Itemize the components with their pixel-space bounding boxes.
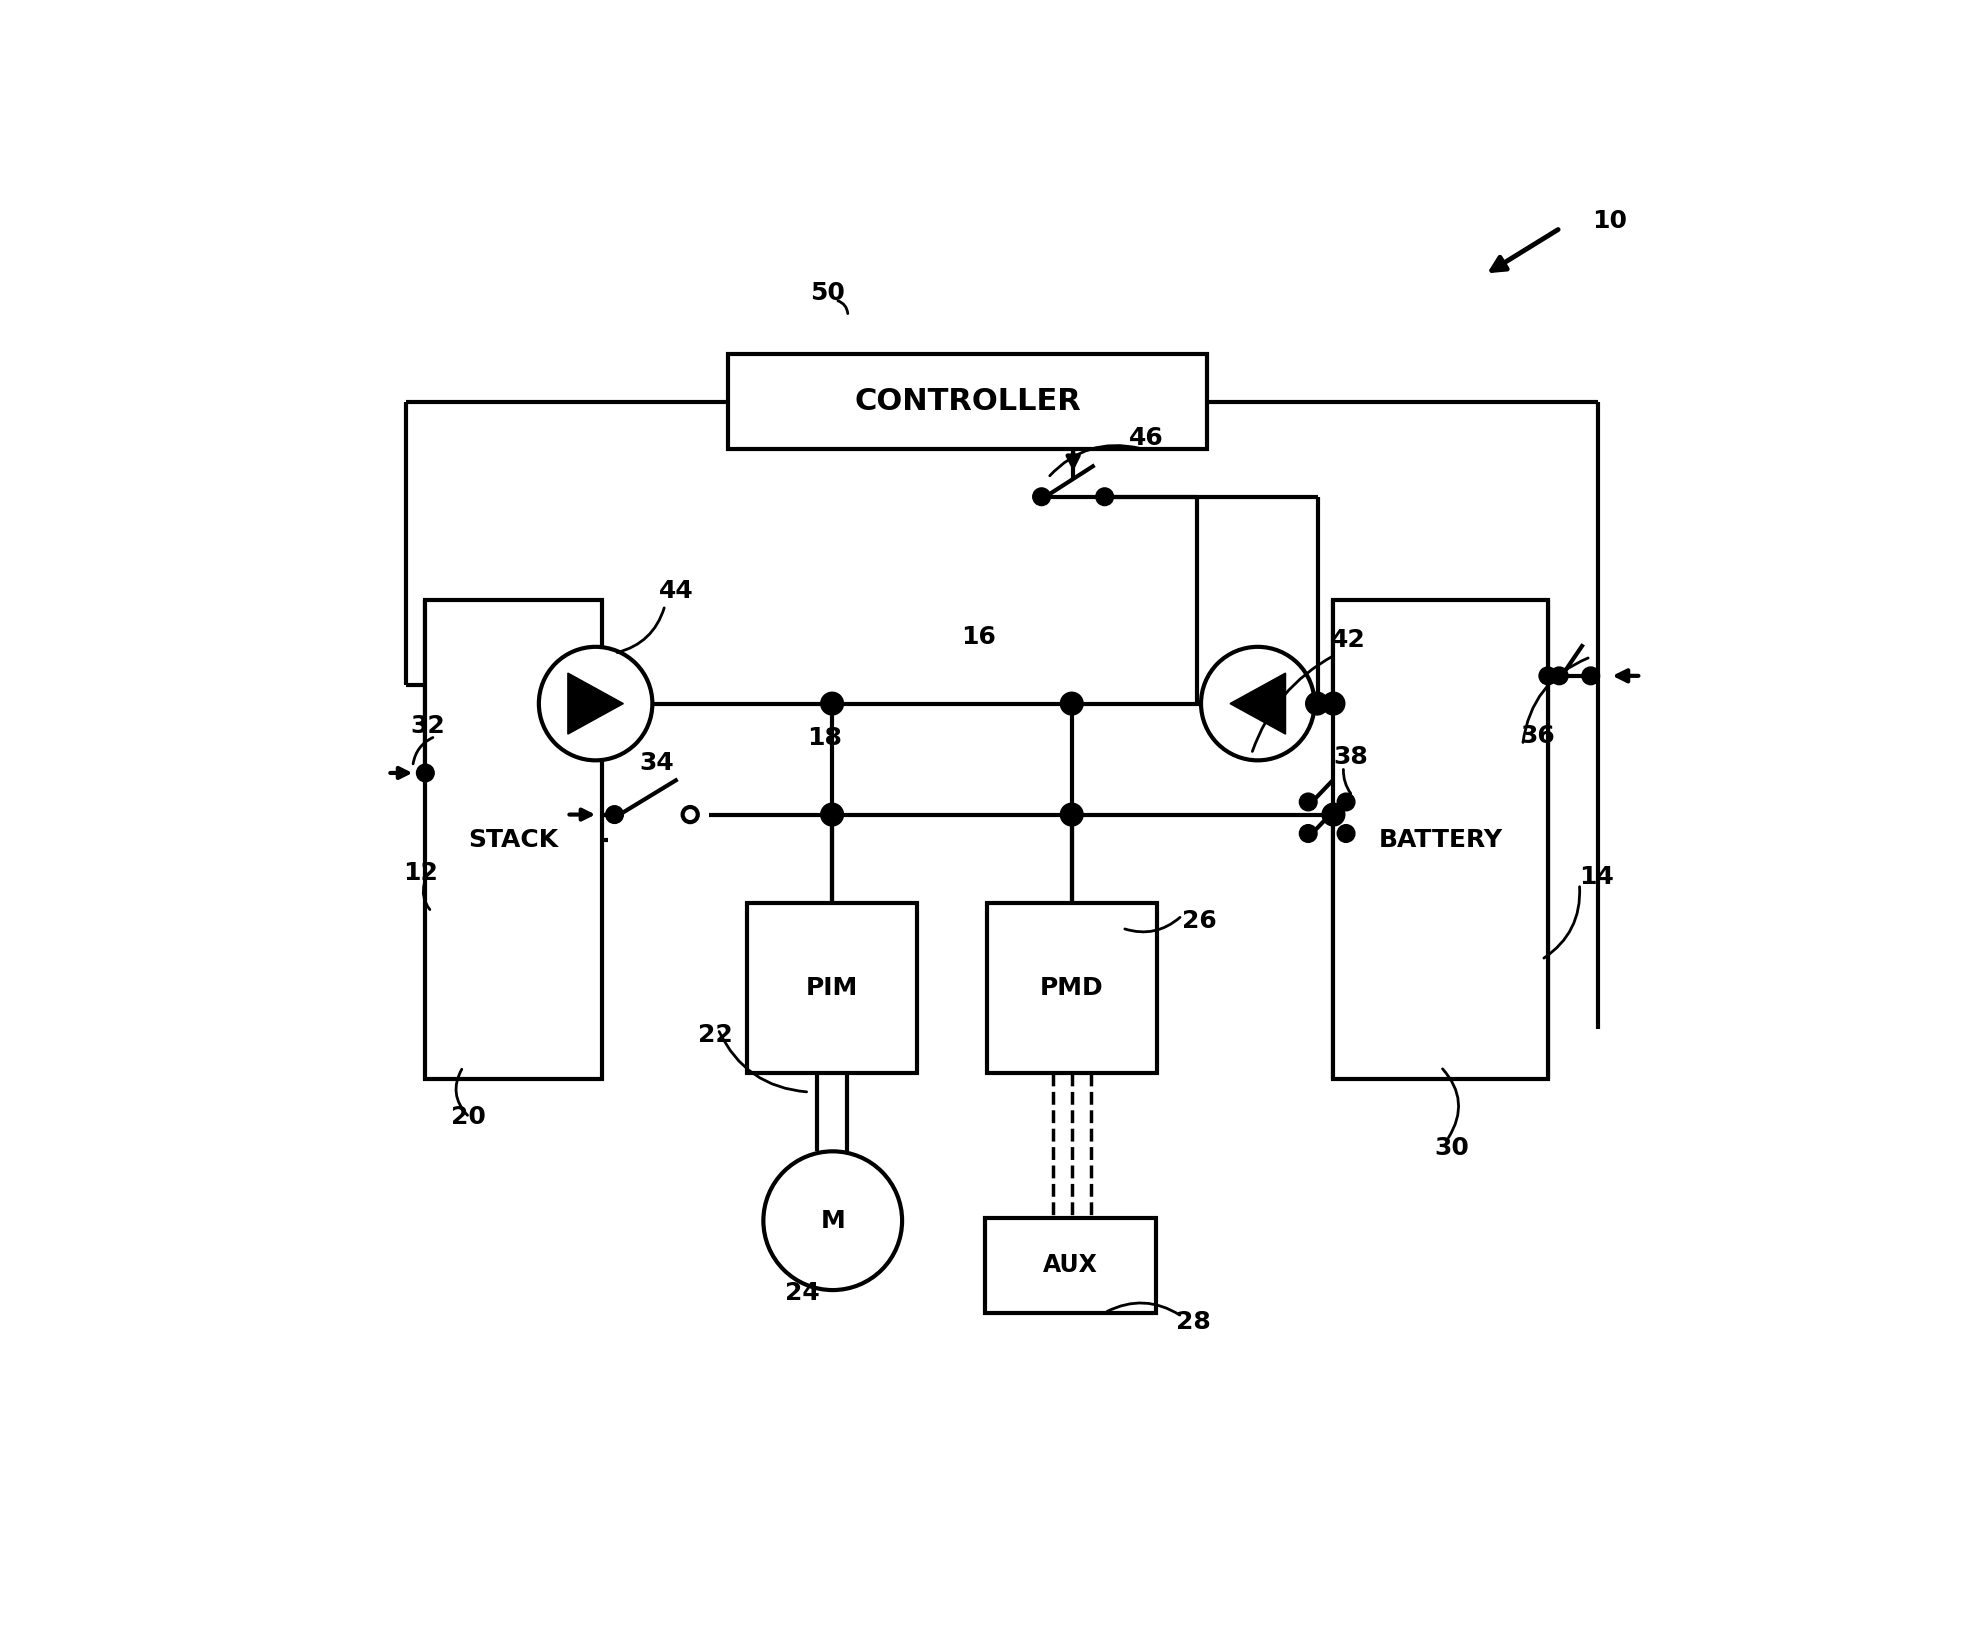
- Text: 22: 22: [698, 1022, 732, 1047]
- Circle shape: [683, 808, 698, 822]
- Text: 50: 50: [810, 282, 846, 305]
- Circle shape: [1059, 693, 1083, 714]
- FancyBboxPatch shape: [1334, 600, 1548, 1079]
- Circle shape: [820, 693, 844, 714]
- Text: AUX: AUX: [1044, 1253, 1099, 1278]
- Circle shape: [1032, 488, 1050, 506]
- Circle shape: [606, 806, 624, 824]
- Text: 26: 26: [1181, 909, 1216, 934]
- Circle shape: [1322, 803, 1344, 826]
- Text: 38: 38: [1334, 745, 1368, 770]
- Circle shape: [1097, 488, 1114, 506]
- Text: 46: 46: [1128, 426, 1163, 450]
- FancyBboxPatch shape: [426, 600, 602, 1079]
- Circle shape: [416, 765, 434, 781]
- Circle shape: [820, 803, 844, 826]
- Circle shape: [763, 1152, 903, 1291]
- Circle shape: [540, 647, 653, 760]
- Circle shape: [1059, 803, 1083, 826]
- Text: 14: 14: [1579, 865, 1615, 889]
- Circle shape: [1550, 667, 1568, 685]
- FancyBboxPatch shape: [987, 903, 1158, 1073]
- Text: 20: 20: [451, 1104, 485, 1129]
- Text: BATTERY: BATTERY: [1379, 827, 1503, 852]
- Circle shape: [1538, 667, 1556, 685]
- Text: 42: 42: [1330, 627, 1366, 652]
- Text: PMD: PMD: [1040, 976, 1103, 1001]
- Circle shape: [1201, 647, 1315, 760]
- Text: PIM: PIM: [806, 976, 857, 1001]
- Text: STACK: STACK: [469, 827, 559, 852]
- Circle shape: [1338, 824, 1356, 842]
- Text: 18: 18: [808, 726, 842, 750]
- Text: 16: 16: [961, 626, 997, 649]
- Text: 10: 10: [1591, 210, 1626, 233]
- Text: 36: 36: [1521, 724, 1554, 747]
- Text: 44: 44: [659, 578, 693, 603]
- Text: 30: 30: [1434, 1137, 1470, 1160]
- Circle shape: [1299, 793, 1317, 811]
- Text: M: M: [820, 1209, 846, 1233]
- Polygon shape: [1230, 673, 1285, 734]
- Text: 12: 12: [402, 862, 438, 885]
- Text: 28: 28: [1175, 1310, 1211, 1335]
- Circle shape: [1305, 693, 1328, 714]
- FancyBboxPatch shape: [985, 1219, 1156, 1312]
- FancyBboxPatch shape: [748, 903, 918, 1073]
- Circle shape: [1322, 693, 1344, 714]
- Text: 32: 32: [410, 714, 445, 737]
- Text: 34: 34: [640, 752, 675, 775]
- FancyBboxPatch shape: [728, 354, 1207, 449]
- Text: 24: 24: [785, 1281, 820, 1305]
- Circle shape: [1581, 667, 1599, 685]
- Circle shape: [1338, 793, 1356, 811]
- Polygon shape: [567, 673, 624, 734]
- Circle shape: [1299, 824, 1317, 842]
- Text: CONTROLLER: CONTROLLER: [853, 387, 1081, 416]
